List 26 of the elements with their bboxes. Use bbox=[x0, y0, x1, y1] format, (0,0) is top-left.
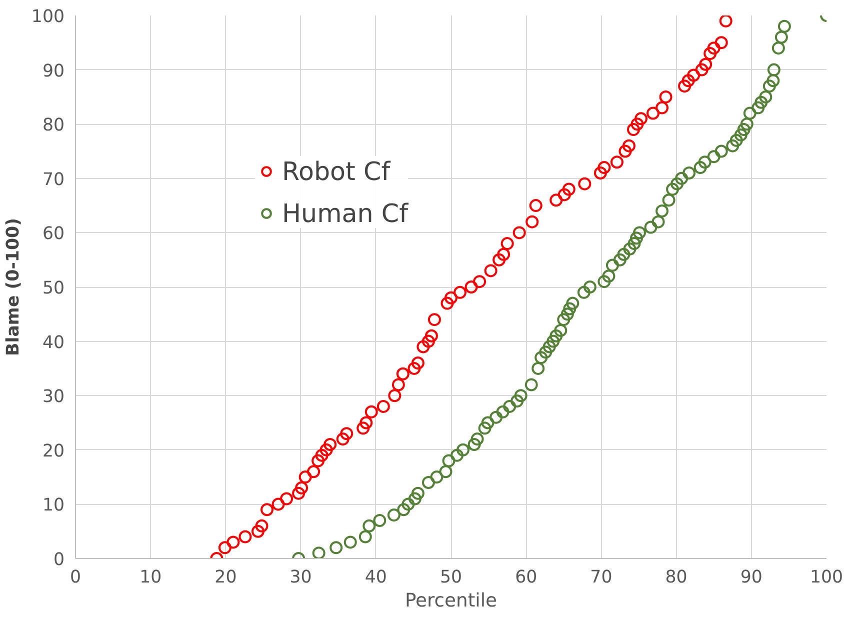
y-tick-label: 20 bbox=[42, 441, 65, 462]
x-tick-label: 30 bbox=[290, 568, 312, 588]
x-tick-label: 90 bbox=[740, 568, 762, 588]
x-tick-label: 50 bbox=[440, 568, 462, 588]
x-tick-label: 70 bbox=[590, 568, 612, 588]
x-tick-label: 0 bbox=[70, 568, 82, 588]
y-tick-label: 70 bbox=[42, 170, 65, 190]
x-tick-label: 60 bbox=[515, 568, 538, 588]
y-tick-label: 40 bbox=[42, 332, 65, 353]
y-tick-label: 10 bbox=[42, 496, 65, 516]
y-tick-label: 100 bbox=[31, 7, 65, 27]
y-tick-label: 30 bbox=[42, 387, 65, 408]
y-tick-label: 0 bbox=[53, 550, 65, 570]
x-tick-label: 40 bbox=[364, 568, 387, 588]
y-tick-label: 80 bbox=[42, 116, 65, 136]
x-tick-label: 10 bbox=[140, 568, 162, 588]
legend-label: Human Cf bbox=[282, 198, 408, 228]
legend-label: Robot Cf bbox=[282, 156, 390, 186]
y-tick-label: 90 bbox=[42, 61, 65, 82]
x-tick-label: 20 bbox=[214, 568, 237, 588]
y-axis-title: Blame (0-100) bbox=[3, 218, 24, 356]
x-axis-title: Percentile bbox=[404, 590, 498, 612]
y-tick-label: 50 bbox=[42, 278, 65, 298]
x-tick-label: 100 bbox=[810, 568, 844, 588]
x-tick-label: 80 bbox=[665, 568, 688, 588]
y-tick-label: 60 bbox=[42, 224, 65, 244]
